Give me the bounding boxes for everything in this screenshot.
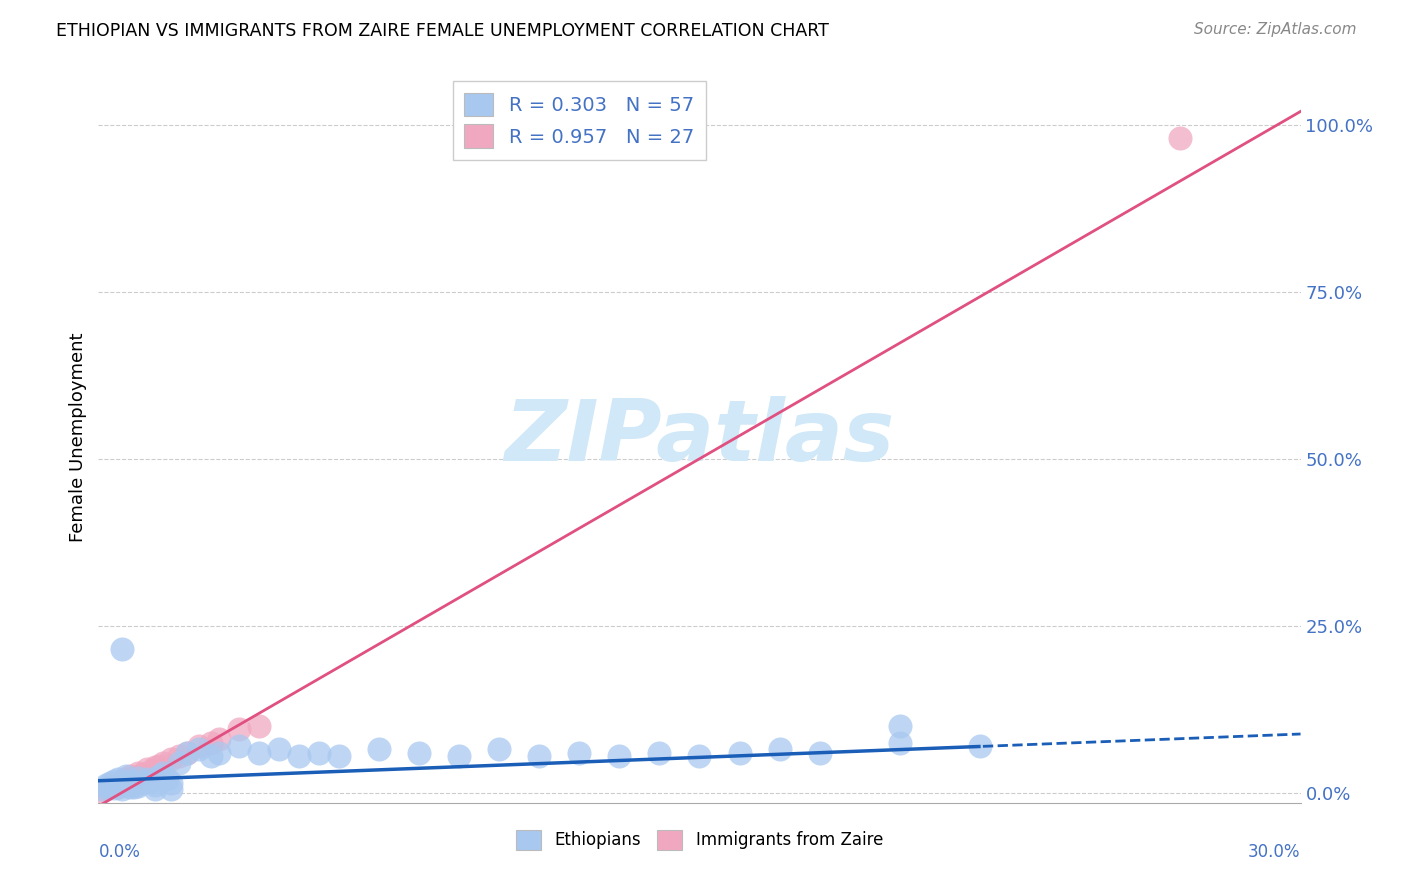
- Point: [152, 765, 174, 780]
- Point: [100, 776, 122, 790]
- Point: [187, 739, 209, 753]
- Point: [103, 778, 125, 792]
- Point: [328, 749, 350, 764]
- Point: [568, 746, 591, 760]
- Point: [100, 780, 122, 794]
- Point: [176, 746, 198, 760]
- Point: [128, 771, 150, 785]
- Point: [889, 736, 911, 750]
- Text: ETHIOPIAN VS IMMIGRANTS FROM ZAIRE FEMALE UNEMPLOYMENT CORRELATION CHART: ETHIOPIAN VS IMMIGRANTS FROM ZAIRE FEMAL…: [56, 22, 830, 40]
- Point: [208, 746, 231, 760]
- Point: [111, 773, 134, 788]
- Point: [176, 746, 198, 760]
- Point: [124, 771, 146, 785]
- Point: [288, 749, 311, 764]
- Point: [115, 769, 138, 783]
- Point: [115, 779, 138, 793]
- Point: [228, 739, 250, 753]
- Point: [107, 780, 129, 794]
- Point: [152, 756, 174, 770]
- Point: [103, 773, 125, 788]
- Point: [131, 767, 153, 781]
- Point: [159, 776, 181, 790]
- Point: [111, 776, 134, 790]
- Point: [247, 719, 270, 733]
- Point: [111, 642, 134, 657]
- Point: [200, 736, 222, 750]
- Point: [808, 746, 831, 760]
- Point: [200, 749, 222, 764]
- Legend: Ethiopians, Immigrants from Zaire: Ethiopians, Immigrants from Zaire: [509, 823, 890, 856]
- Point: [368, 742, 391, 756]
- Point: [115, 772, 138, 787]
- Point: [228, 723, 250, 737]
- Point: [187, 742, 209, 756]
- Point: [148, 769, 170, 783]
- Point: [91, 782, 114, 797]
- Point: [139, 773, 162, 788]
- Point: [143, 782, 166, 797]
- Point: [728, 746, 751, 760]
- Point: [128, 779, 150, 793]
- Point: [247, 746, 270, 760]
- Point: [103, 781, 125, 796]
- Point: [529, 749, 551, 764]
- Point: [131, 776, 153, 790]
- Point: [769, 742, 792, 756]
- Text: ZIPatlas: ZIPatlas: [505, 395, 894, 479]
- Point: [120, 779, 142, 793]
- Point: [159, 782, 181, 797]
- Point: [155, 772, 177, 787]
- Point: [167, 756, 190, 770]
- Text: Source: ZipAtlas.com: Source: ZipAtlas.com: [1194, 22, 1357, 37]
- Point: [148, 759, 170, 773]
- Point: [124, 780, 146, 795]
- Point: [308, 746, 330, 760]
- Point: [648, 746, 671, 760]
- Point: [100, 779, 122, 793]
- Point: [135, 772, 157, 787]
- Point: [135, 763, 157, 777]
- Point: [143, 760, 166, 774]
- Point: [96, 781, 118, 796]
- Text: 0.0%: 0.0%: [98, 843, 141, 861]
- Point: [91, 784, 114, 798]
- Point: [267, 742, 290, 756]
- Point: [488, 742, 510, 756]
- Point: [120, 773, 142, 788]
- Y-axis label: Female Unemployment: Female Unemployment: [69, 333, 87, 541]
- Point: [107, 780, 129, 795]
- Point: [159, 752, 181, 766]
- Point: [1170, 131, 1192, 145]
- Point: [107, 776, 129, 790]
- Point: [143, 778, 166, 792]
- Point: [167, 749, 190, 764]
- Point: [889, 719, 911, 733]
- Point: [96, 778, 118, 792]
- Point: [96, 780, 118, 795]
- Point: [208, 732, 231, 747]
- Point: [609, 749, 631, 764]
- Point: [124, 778, 146, 792]
- Point: [111, 781, 134, 796]
- Point: [969, 739, 991, 753]
- Text: 30.0%: 30.0%: [1249, 843, 1301, 861]
- Point: [100, 779, 122, 793]
- Point: [120, 769, 142, 783]
- Point: [447, 749, 470, 764]
- Point: [689, 749, 711, 764]
- Point: [120, 780, 142, 795]
- Point: [107, 772, 129, 787]
- Point: [128, 765, 150, 780]
- Point: [408, 746, 430, 760]
- Point: [139, 764, 162, 779]
